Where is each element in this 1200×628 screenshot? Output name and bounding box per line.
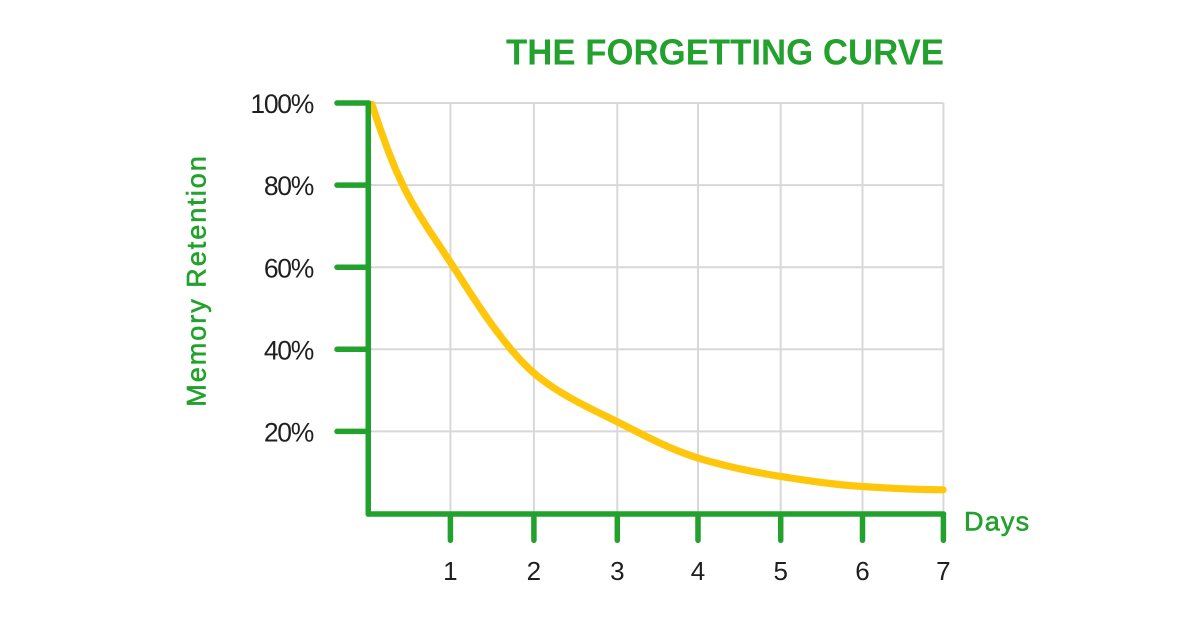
svg-text:4: 4 (691, 556, 705, 586)
svg-text:2: 2 (527, 556, 541, 586)
svg-text:3: 3 (610, 556, 624, 586)
svg-text:80%: 80% (264, 171, 314, 201)
svg-text:7: 7 (936, 556, 950, 586)
svg-text:60%: 60% (264, 253, 314, 283)
svg-text:6: 6 (855, 556, 869, 586)
svg-text:40%: 40% (264, 335, 314, 365)
svg-text:Days: Days (964, 507, 1030, 537)
svg-text:Memory Retention: Memory Retention (182, 154, 212, 407)
svg-text:1: 1 (443, 556, 457, 586)
svg-text:20%: 20% (264, 418, 314, 448)
svg-text:100%: 100% (250, 89, 313, 119)
svg-text:5: 5 (773, 556, 787, 586)
svg-text:THE FORGETTING CURVE: THE FORGETTING CURVE (506, 32, 944, 73)
